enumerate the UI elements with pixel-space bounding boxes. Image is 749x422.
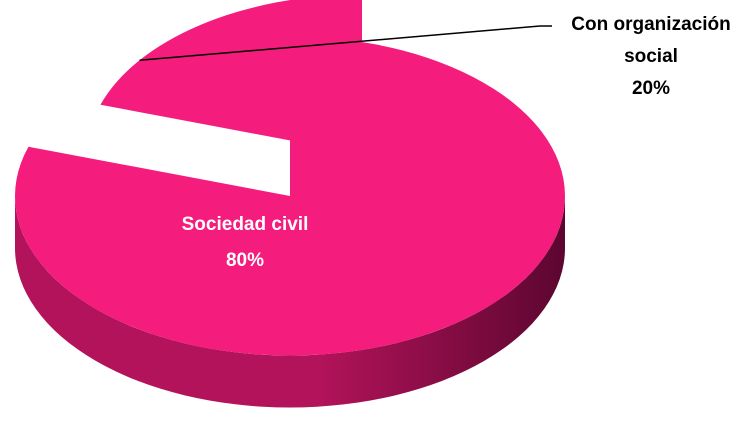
slice-label-organizacion-line1: Con organización [571,14,730,35]
slice-value-organizacion: 20% [632,78,670,99]
pie-slice-organizacion [100,0,362,154]
pie-slice-top-sociedad-civil [15,36,565,356]
slice-label-organizacion-line2: social [624,46,678,67]
leader-line-organizacion [139,25,552,61]
pie-slice-top-organizacion [100,0,362,154]
pie-slice-side-sociedad-civil [15,196,565,408]
pie-slice-sociedad-civil [15,36,565,408]
slice-label-sociedad-civil: Sociedad civil [182,214,309,235]
slice-value-sociedad-civil: 80% [226,250,264,271]
